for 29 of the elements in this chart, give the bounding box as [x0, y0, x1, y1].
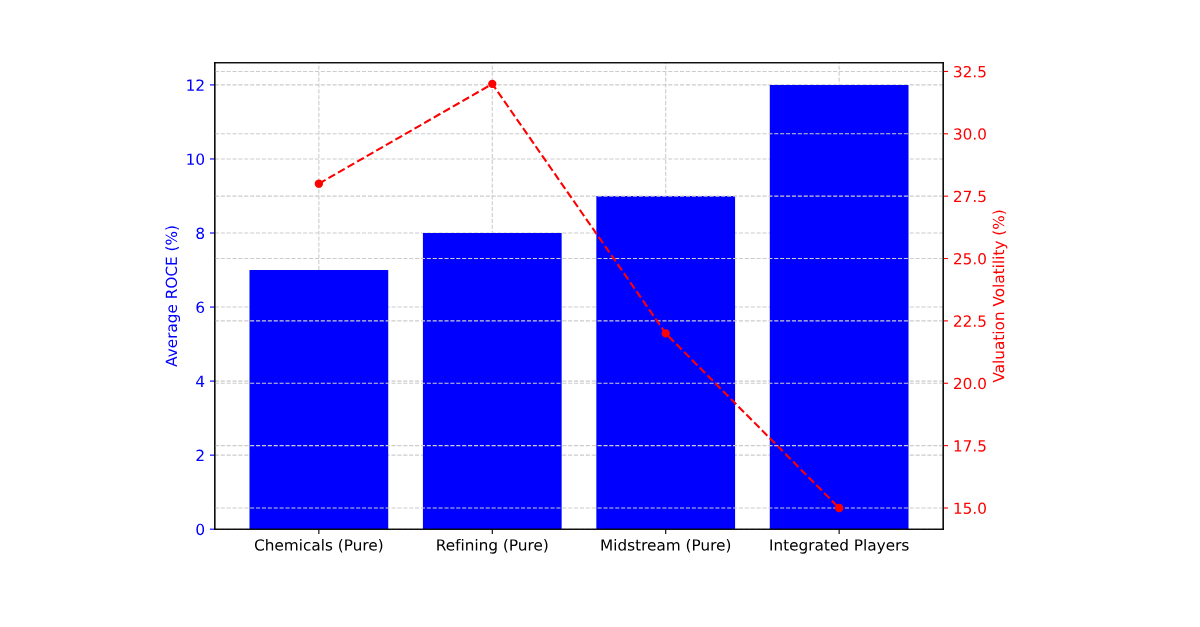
- y-tick-label: 6: [196, 301, 205, 314]
- bar: [596, 195, 736, 530]
- y2-tick-label: 32.5: [954, 65, 986, 78]
- y2-tick-label: 25.0: [954, 252, 986, 265]
- y2-tick-label: 30.0: [954, 128, 986, 140]
- y2-axis-title: Valuation Volatility (%): [992, 210, 1008, 383]
- x-tick-label: Integrated Players: [770, 538, 909, 554]
- y-tick-label: 12: [187, 79, 204, 91]
- bar: [769, 84, 909, 530]
- point: [314, 179, 324, 188]
- bar: [249, 270, 389, 530]
- y-tick-label: 0: [196, 523, 205, 536]
- y-tick-label: 4: [196, 375, 205, 387]
- bar: [422, 233, 562, 530]
- y2-tick-label: 27.5: [954, 190, 986, 203]
- x-tick-label: Refining (Pure): [437, 538, 548, 554]
- y-tick-label: 10: [187, 153, 205, 165]
- y2-tick-label: 15.0: [954, 502, 986, 515]
- point: [834, 503, 844, 513]
- x-tick-label: Chemicals (Pure): [254, 538, 383, 553]
- y2-tick-label: 17.5: [954, 440, 986, 452]
- point: [661, 329, 670, 338]
- y-tick-label: 8: [196, 227, 205, 240]
- x-tick-label: Midstream (Pure): [601, 538, 731, 553]
- y-axis-title: Average ROCE (%): [165, 226, 181, 367]
- y-tick-label: 2: [196, 449, 204, 461]
- y2-tick-label: 22.5: [954, 315, 986, 327]
- y2-tick-label: 20.0: [954, 377, 986, 390]
- point: [488, 79, 497, 89]
